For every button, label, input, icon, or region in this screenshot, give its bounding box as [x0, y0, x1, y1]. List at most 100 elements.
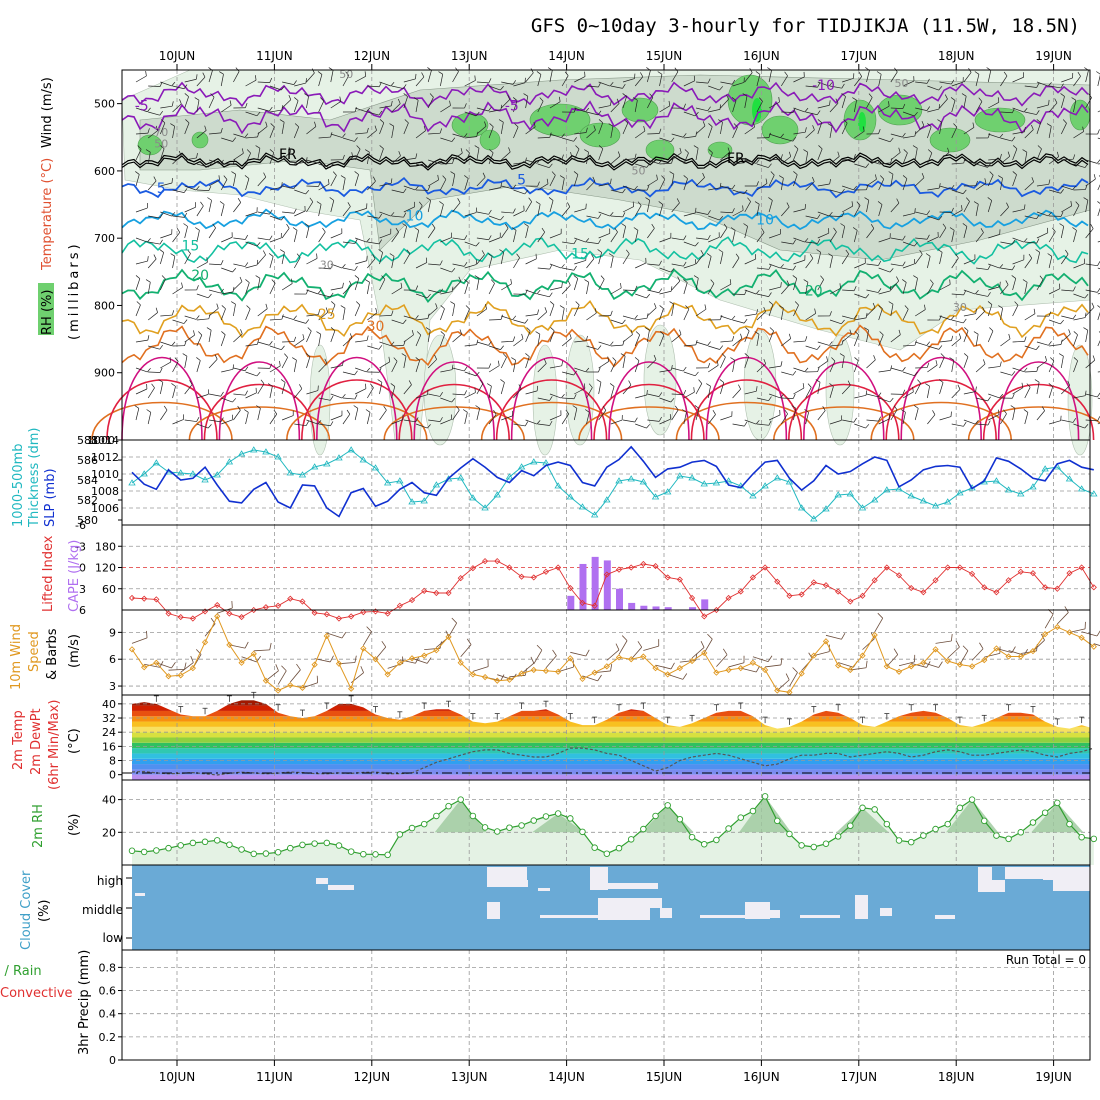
wind-barb-flag [600, 275, 605, 280]
wind-barb-flag [761, 227, 765, 233]
wind-barb [293, 126, 300, 139]
wind-barb [915, 341, 927, 346]
wind-barb [756, 204, 760, 217]
wind-barb [293, 257, 301, 269]
wind-speed-marker [481, 673, 489, 681]
wind-barb [427, 227, 436, 239]
wind-barb [598, 122, 604, 135]
wind-barb [988, 234, 1000, 239]
wind-barb [537, 204, 541, 217]
rh2m-marker [1041, 809, 1049, 816]
wind-barb [866, 419, 879, 422]
wind-barb [732, 257, 740, 269]
wind-barb-flag [938, 104, 940, 110]
surface-wind-barb [716, 654, 728, 667]
wind-barb-flag [938, 183, 941, 189]
wind-barb-flag [500, 86, 504, 91]
wind-barb [951, 162, 964, 165]
wind-barb-flag [768, 292, 772, 297]
temperature-band [132, 769, 1090, 775]
wind-speed-marker [944, 657, 951, 665]
wind-barb [403, 185, 416, 191]
wind-barb-flag [868, 93, 873, 98]
wind-barb [659, 290, 672, 295]
wind-barb-flag [155, 307, 158, 313]
wind-barb [817, 252, 822, 265]
wind-barb-flag [256, 405, 261, 409]
wind-barb-flag [439, 159, 444, 164]
wind-barb [622, 122, 629, 135]
wind-barb [245, 343, 258, 347]
wind-barb [476, 341, 489, 346]
wind-barb-flag [598, 239, 602, 244]
wind-barb [379, 233, 391, 239]
wind-barb-flag [299, 384, 303, 389]
wind-barb [403, 315, 416, 320]
wind-barb-flag [1012, 145, 1018, 150]
wind-barb [513, 338, 524, 347]
wind-barb-flag [179, 99, 182, 104]
thickness-marker [834, 491, 842, 498]
wind-barb [306, 72, 315, 83]
wind-barb-flag [262, 250, 266, 256]
wind-barb [902, 80, 915, 87]
li-marker [969, 570, 976, 577]
surface-wind-barb [643, 645, 659, 651]
wind-barb-flag [451, 398, 456, 403]
wind-barb-flag [816, 249, 821, 253]
surface-wind-barb [302, 682, 318, 689]
wind-barb-flag [768, 197, 773, 201]
wind-barb-flag [879, 331, 884, 336]
wind-barb-flag [366, 238, 370, 243]
thickness-marker [749, 492, 757, 499]
wind-barb-flag [963, 158, 966, 164]
wind-barb [720, 152, 730, 161]
wind-barb [501, 185, 513, 190]
wind-barb-flag [694, 242, 699, 247]
wind-barb-flag [208, 162, 212, 168]
wind-barb [488, 256, 493, 269]
wind-barb [574, 107, 586, 113]
temperature-band [132, 726, 1090, 733]
wind-barb-flag [349, 333, 353, 339]
wind-barb-flag [220, 391, 224, 397]
wind-speed-marker [311, 661, 318, 668]
cape-ylabels: Lifted Index CAPE (J/kg) [41, 535, 82, 612]
wind-barb [209, 132, 222, 135]
wind-barb [282, 81, 294, 85]
wind-barb-flag [379, 145, 384, 149]
wind-barb [562, 397, 575, 400]
wind-barb-flag [388, 356, 391, 362]
wind-barb-flag [356, 145, 361, 150]
precip-ylabels: Total / Rain Convective 3hr Precip (mm) [0, 950, 92, 1055]
wind-barb [598, 361, 609, 369]
wind-barb [147, 180, 157, 191]
wind-barb [452, 393, 465, 396]
contour-label: 5 [157, 181, 166, 197]
wind-barb-flag [435, 303, 438, 309]
wind-barb [428, 393, 441, 397]
wind-barb [440, 419, 452, 425]
wind-barb [233, 202, 241, 213]
wind-barb [634, 334, 641, 347]
wind-barb-flag [1023, 238, 1028, 243]
wind-barb-flag [174, 357, 179, 362]
wind-barb-flag [1092, 355, 1096, 361]
wind-barb [257, 278, 261, 291]
wind-barb [780, 178, 784, 191]
wind-barb-flag [354, 275, 360, 279]
surface-wind-barb-flag [552, 649, 557, 656]
wind-barb-flag [630, 329, 633, 335]
wind-barb [586, 152, 589, 165]
wind-barb-flag [219, 71, 224, 75]
y-tick-label: 900 [94, 367, 115, 380]
wind-barb [172, 85, 185, 90]
wind-barb-flag [719, 182, 722, 188]
wind-barb [586, 312, 597, 321]
wind-barb-flag [518, 384, 522, 390]
li-marker [360, 609, 367, 616]
wind-barb-flag [309, 197, 314, 203]
rh-moist-blob [929, 127, 971, 153]
